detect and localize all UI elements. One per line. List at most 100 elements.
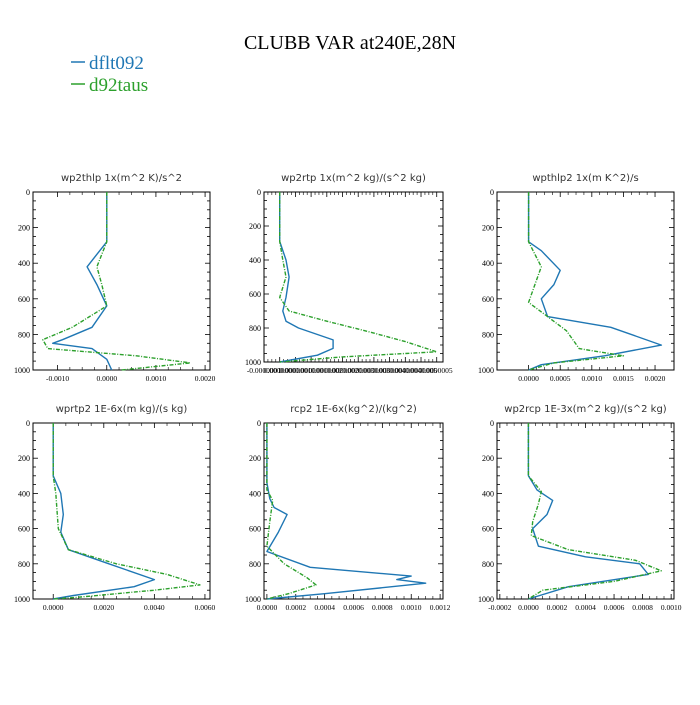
x-tick-label: -0.0000001	[247, 366, 282, 375]
y-tick-label: 400	[482, 259, 494, 268]
y-tick-label: 200	[482, 454, 494, 463]
y-tick-label: 200	[482, 224, 494, 233]
panel-1: wp2thlp 1x(m^2 K)/s^2 0 200 400 600 800 1000 -0…	[14, 173, 216, 383]
x-tick-label: -0.0002	[488, 603, 511, 612]
x-tick-label: 0.0020	[195, 374, 216, 383]
series-line-dflt092	[52, 192, 113, 371]
y-tick-label: 600	[18, 525, 30, 534]
x-tick-label: 0.0060	[195, 603, 216, 612]
panel-3: wpthlp2 1x(m K^2)/s 0 200 400 600 800 1000 0.00…	[478, 173, 675, 383]
y-tick-label: 200	[18, 454, 30, 463]
y-tick-label: 0	[26, 419, 30, 428]
y-tick-label: 400	[249, 256, 261, 265]
x-tick-label: 0.0020	[93, 603, 114, 612]
x-tick-label: 0.0010	[146, 374, 167, 383]
series-line-d92taus	[266, 423, 317, 600]
x-tick-label: 0.0005	[550, 374, 571, 383]
series-line-dflt092	[266, 423, 427, 600]
y-tick-label: 400	[18, 259, 30, 268]
y-tick-label: 1000	[14, 366, 30, 375]
legend-label-d92taus: d92taus	[89, 75, 148, 96]
x-tick-label: 0.0006	[343, 603, 364, 612]
y-tick-label: 800	[18, 560, 30, 569]
y-tick-label: 0	[257, 419, 261, 428]
x-tick-label: 0.0000004	[389, 366, 421, 375]
y-tick-label: 600	[249, 290, 261, 299]
y-tick-label: 800	[249, 324, 261, 333]
y-tick-label: 400	[482, 489, 494, 498]
y-tick-label: 1000	[478, 595, 494, 604]
series-line-dflt092	[527, 192, 663, 371]
y-tick-label: 800	[18, 330, 30, 339]
x-tick-label: 0.0008	[372, 603, 393, 612]
series-line-d92taus	[527, 192, 625, 371]
panel-title: rcp2 1E-6x(kg^2)/(kg^2)	[290, 404, 417, 415]
x-tick-label: -0.0010	[46, 374, 69, 383]
x-tick-label: 0.0020	[645, 374, 666, 383]
y-tick-label: 200	[18, 224, 30, 233]
x-tick-label: 0.0000005	[421, 366, 453, 375]
panel-frame	[263, 191, 444, 363]
y-tick-label: 600	[482, 295, 494, 304]
y-tick-label: 200	[249, 222, 261, 231]
y-tick-label: 1000	[14, 595, 30, 604]
y-tick-label: 1000	[478, 366, 494, 375]
x-tick-label: 0.0012	[430, 603, 451, 612]
series-line-dflt092	[279, 192, 334, 363]
panel-title: wp2thlp 1x(m^2 K)/s^2	[61, 173, 182, 184]
x-tick-label: 0.0000001	[295, 366, 327, 375]
x-tick-label: 0.0000003	[342, 366, 374, 375]
x-tick-label: 0.0010	[582, 374, 603, 383]
x-tick-label: 0.0000000	[264, 366, 296, 375]
series-line-d92taus	[527, 423, 662, 600]
series-line-d92taus	[279, 192, 438, 363]
x-tick-label: 0.0000003	[358, 366, 390, 375]
panel-4: wprtp2 1E-6x(m kg)/(s kg) 0 200 400 600 800 10…	[14, 404, 216, 612]
x-tick-label: 0.0010	[401, 603, 422, 612]
panel-frame	[32, 191, 211, 371]
y-tick-label: 200	[249, 454, 261, 463]
x-tick-label: 0.0000	[518, 374, 539, 383]
y-tick-label: 0	[26, 188, 30, 197]
y-tick-label: 1000	[245, 358, 261, 367]
x-tick-label: 0.0040	[144, 603, 165, 612]
x-tick-label: 0.0000	[43, 603, 64, 612]
x-tick-label: 0.0002	[547, 603, 568, 612]
panel-frame	[32, 422, 211, 600]
x-tick-label: 0.0000002	[327, 366, 359, 375]
panel-frame	[496, 191, 675, 371]
figure-title: CLUBB VAR at240E,28N	[244, 32, 456, 54]
y-tick-label: 600	[249, 525, 261, 534]
y-tick-label: 800	[249, 560, 261, 569]
x-tick-label: 0.0000002	[311, 366, 343, 375]
x-tick-label: 0.0015	[613, 374, 634, 383]
series-line-dflt092	[527, 423, 649, 600]
x-tick-label: 0.0006	[604, 603, 625, 612]
figure-legend: dflt092 d92taus	[71, 53, 148, 96]
series-line-d92taus	[52, 423, 201, 600]
legend-label-dflt092: dflt092	[89, 53, 144, 74]
y-tick-label: 0	[490, 419, 494, 428]
y-tick-label: 400	[18, 489, 30, 498]
y-tick-label: 600	[18, 295, 30, 304]
y-tick-label: 600	[482, 525, 494, 534]
panel-frame	[263, 422, 444, 600]
panel-title: wprtp2 1E-6x(m kg)/(s kg)	[56, 404, 188, 415]
panel-title: wp2rcp 1E-3x(m^2 kg)/(s^2 kg)	[504, 404, 667, 415]
x-tick-label: 0.0000001	[279, 366, 311, 375]
series-line-d92taus	[42, 192, 192, 371]
y-tick-label: 800	[482, 330, 494, 339]
y-tick-label: 800	[482, 560, 494, 569]
y-tick-label: 0	[490, 188, 494, 197]
panel-6: wp2rcp 1E-3x(m^2 kg)/(s^2 kg) 0 200 400 600 8…	[478, 404, 682, 612]
y-tick-label: 400	[249, 489, 261, 498]
x-tick-label: 0.0000005	[405, 366, 437, 375]
x-tick-label: 0.0000004	[374, 366, 406, 375]
y-tick-label: 0	[257, 188, 261, 197]
x-tick-label: 0.0004	[575, 603, 596, 612]
x-tick-label: 0.0000	[257, 603, 278, 612]
x-tick-label: 0.0000	[518, 603, 539, 612]
x-tick-label: 0.0010	[661, 603, 682, 612]
